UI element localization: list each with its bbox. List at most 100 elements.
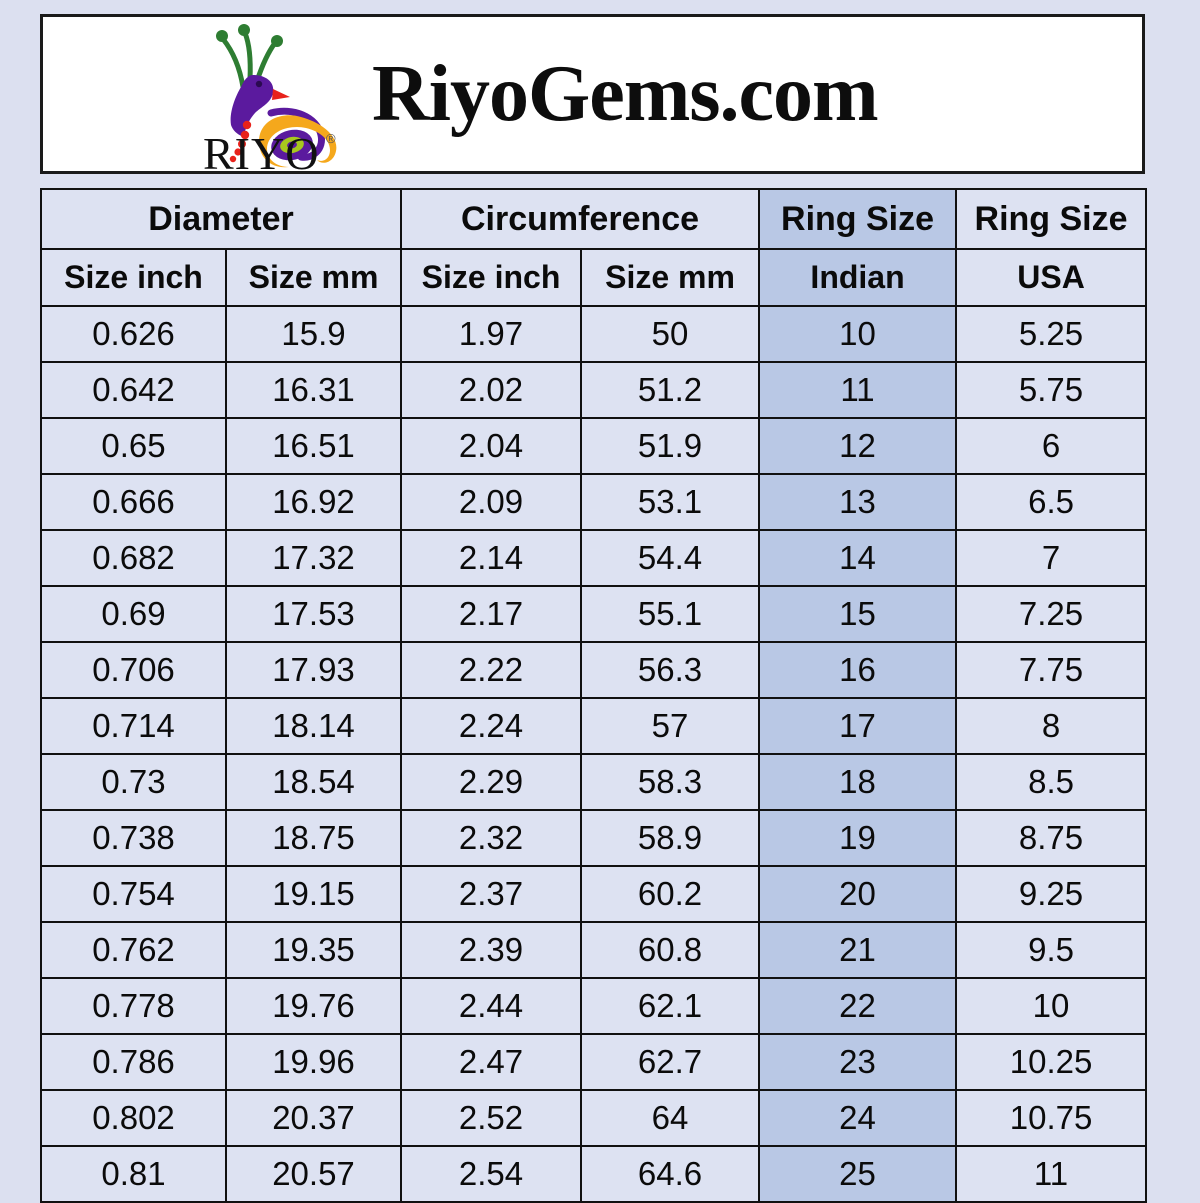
cell-r14-c4: 24: [758, 1089, 958, 1147]
cell-r5-c3: 55.1: [580, 585, 761, 643]
cell-r15-c3: 64.6: [580, 1145, 761, 1203]
group-header-ring-size-usa: Ring Size: [955, 188, 1148, 250]
table-row: 0.682 17.32 2.14 54.4 14 7: [40, 529, 1148, 587]
cell-r0-c0: 0.626: [40, 305, 227, 363]
cell-r3-c3: 53.1: [580, 473, 761, 531]
cell-r11-c0: 0.762: [40, 921, 227, 979]
cell-r5-c5: 7.25: [955, 585, 1148, 643]
cell-r11-c5: 9.5: [955, 921, 1148, 979]
cell-r9-c1: 18.75: [224, 809, 403, 867]
cell-r13-c1: 19.96: [224, 1033, 403, 1091]
cell-r2-c5: 6: [955, 417, 1148, 475]
cell-r2-c3: 51.9: [580, 417, 761, 475]
table-row: 0.73 18.54 2.29 58.3 18 8.5: [40, 753, 1148, 811]
cell-r11-c1: 19.35: [224, 921, 403, 979]
table-row: 0.714 18.14 2.24 57 17 8: [40, 697, 1148, 755]
cell-r0-c1: 15.9: [224, 305, 403, 363]
cell-r15-c4: 25: [758, 1145, 958, 1203]
cell-r2-c4: 12: [758, 417, 958, 475]
cell-r14-c1: 20.37: [224, 1089, 403, 1147]
cell-r6-c1: 17.93: [224, 641, 403, 699]
sub-header-circumference-inch: Size inch: [400, 248, 583, 307]
cell-r12-c5: 10: [955, 977, 1148, 1035]
table-row: 0.69 17.53 2.17 55.1 15 7.25: [40, 585, 1148, 643]
table-row: 0.642 16.31 2.02 51.2 11 5.75: [40, 361, 1148, 419]
cell-r1-c0: 0.642: [40, 361, 227, 419]
cell-r8-c0: 0.73: [40, 753, 227, 811]
table-row: 0.762 19.35 2.39 60.8 21 9.5: [40, 921, 1148, 979]
brand-header: RIYO ® RiyoGems.com: [40, 14, 1145, 174]
cell-r13-c2: 2.47: [400, 1033, 583, 1091]
cell-r8-c1: 18.54: [224, 753, 403, 811]
cell-r13-c4: 23: [758, 1033, 958, 1091]
cell-r1-c1: 16.31: [224, 361, 403, 419]
group-header-row: Diameter Circumference Ring Size Ring Si…: [39, 188, 1148, 250]
cell-r7-c3: 57: [580, 697, 761, 755]
cell-r4-c1: 17.32: [224, 529, 403, 587]
cell-r4-c0: 0.682: [40, 529, 227, 587]
cell-r6-c5: 7.75: [955, 641, 1148, 699]
cell-r10-c5: 9.25: [955, 865, 1148, 923]
table-row: 0.706 17.93 2.22 56.3 16 7.75: [40, 641, 1148, 699]
sub-header-indian: Indian: [758, 248, 958, 307]
cell-r4-c4: 14: [758, 529, 958, 587]
cell-r10-c3: 60.2: [580, 865, 761, 923]
cell-r3-c1: 16.92: [224, 473, 403, 531]
table-row: 0.786 19.96 2.47 62.7 23 10.25: [40, 1033, 1148, 1091]
cell-r7-c4: 17: [758, 697, 958, 755]
table-body: 0.626 15.9 1.97 50 10 5.25 0.642 16.31 2.02 51.2 1…: [40, 305, 1148, 1203]
cell-r2-c2: 2.04: [400, 417, 583, 475]
registered-trademark-icon: ®: [326, 131, 336, 146]
cell-r4-c3: 54.4: [580, 529, 761, 587]
cell-r9-c4: 19: [758, 809, 958, 867]
cell-r15-c2: 2.54: [400, 1145, 583, 1203]
riyo-logo: RIYO ®: [193, 17, 358, 172]
cell-r10-c4: 20: [758, 865, 958, 923]
table-row: 0.778 19.76 2.44 62.1 22 10: [40, 977, 1148, 1035]
cell-r6-c2: 2.22: [400, 641, 583, 699]
table-row: 0.754 19.15 2.37 60.2 20 9.25: [40, 865, 1148, 923]
cell-r7-c0: 0.714: [40, 697, 227, 755]
cell-r10-c1: 19.15: [224, 865, 403, 923]
table-row: 0.81 20.57 2.54 64.6 25 11: [40, 1145, 1148, 1203]
ring-size-table: Diameter Circumference Ring Size Ring Si…: [39, 188, 1148, 1203]
cell-r14-c5: 10.75: [955, 1089, 1148, 1147]
sub-header-usa: USA: [955, 248, 1148, 307]
peacock-logo-icon: RIYO ®: [203, 23, 337, 172]
cell-r1-c2: 2.02: [400, 361, 583, 419]
cell-r12-c1: 19.76: [224, 977, 403, 1035]
cell-r15-c0: 0.81: [40, 1145, 227, 1203]
table-header: Diameter Circumference Ring Size Ring Si…: [39, 188, 1148, 307]
cell-r0-c3: 50: [580, 305, 761, 363]
cell-r6-c4: 16: [758, 641, 958, 699]
riyo-wordmark: RIYO: [203, 128, 319, 172]
cell-r5-c1: 17.53: [224, 585, 403, 643]
cell-r2-c0: 0.65: [40, 417, 227, 475]
site-title: RiyoGems.com: [372, 50, 879, 138]
sub-header-diameter-mm: Size mm: [224, 248, 403, 307]
cell-r8-c3: 58.3: [580, 753, 761, 811]
cell-r14-c0: 0.802: [40, 1089, 227, 1147]
cell-r7-c1: 18.14: [224, 697, 403, 755]
cell-r6-c3: 56.3: [580, 641, 761, 699]
cell-r15-c1: 20.57: [224, 1145, 403, 1203]
cell-r12-c2: 2.44: [400, 977, 583, 1035]
cell-r7-c2: 2.24: [400, 697, 583, 755]
cell-r4-c2: 2.14: [400, 529, 583, 587]
cell-r1-c3: 51.2: [580, 361, 761, 419]
cell-r4-c5: 7: [955, 529, 1148, 587]
cell-r7-c5: 8: [955, 697, 1148, 755]
table-row: 0.626 15.9 1.97 50 10 5.25: [40, 305, 1148, 363]
cell-r5-c4: 15: [758, 585, 958, 643]
cell-r10-c2: 2.37: [400, 865, 583, 923]
sub-header-row: Size inch Size mm Size inch Size mm Indi…: [40, 248, 1148, 307]
cell-r13-c5: 10.25: [955, 1033, 1148, 1091]
cell-r3-c2: 2.09: [400, 473, 583, 531]
cell-r9-c0: 0.738: [40, 809, 227, 867]
cell-r10-c0: 0.754: [40, 865, 227, 923]
group-header-diameter: Diameter: [39, 188, 403, 250]
cell-r0-c2: 1.97: [400, 305, 583, 363]
cell-r5-c2: 2.17: [400, 585, 583, 643]
cell-r14-c3: 64: [580, 1089, 761, 1147]
